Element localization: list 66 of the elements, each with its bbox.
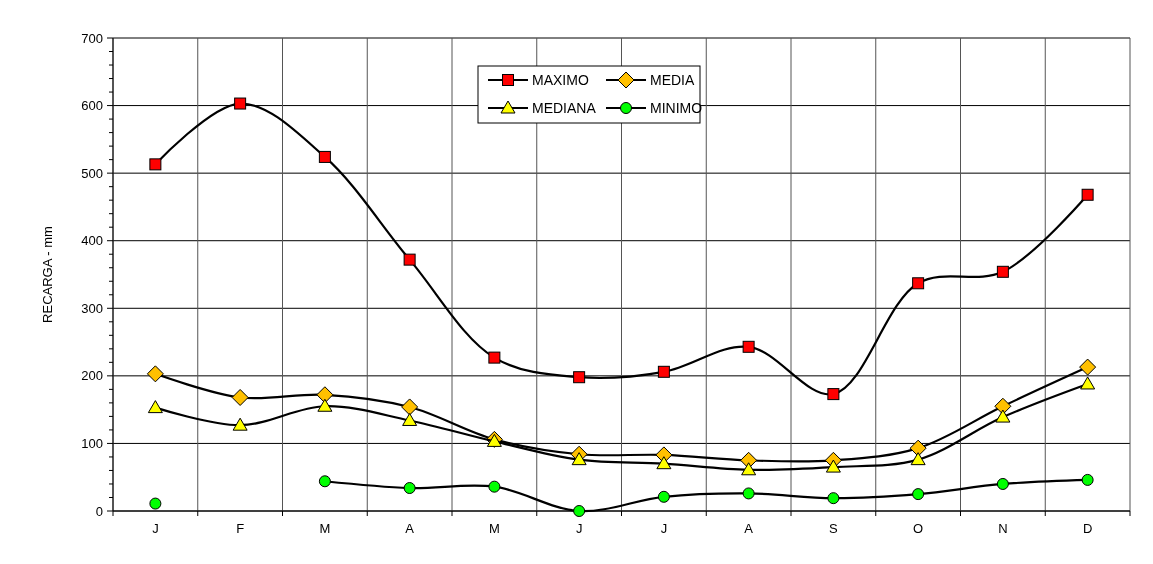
point [316,386,334,404]
point [149,158,162,171]
point [994,397,1012,415]
x-tick-label: F [236,521,245,536]
point [317,398,333,412]
point [825,459,841,473]
x-tick-label: J [152,521,159,536]
y-tick-label: 400 [81,233,103,249]
point [827,388,840,401]
x-tick-label: A [405,521,415,536]
point [401,398,419,416]
x-tick-label: A [744,521,754,536]
point [1080,376,1096,390]
point [571,452,587,466]
point [488,480,501,493]
x-tick-label: M [319,521,331,536]
point [573,505,586,517]
point [910,452,926,466]
point [1081,473,1094,486]
x-tick-label: N [998,521,1008,536]
point [742,340,755,353]
point [147,400,163,414]
y-tick-label: 700 [81,30,103,46]
point [827,492,840,505]
point [318,475,331,488]
point [234,97,247,110]
point [488,351,501,364]
point [573,371,586,384]
point [318,150,331,163]
legend-label: MEDIA [650,71,695,88]
point [231,388,249,406]
point [402,412,418,426]
y-tick-label: 500 [81,165,103,181]
point [403,482,416,495]
point [909,439,927,457]
point [996,477,1009,490]
legend-label: MINIMO [650,99,703,116]
point [996,265,1009,278]
point [232,417,248,431]
point [657,365,670,378]
point [657,490,670,503]
x-tick-label: O [913,521,924,536]
point [403,253,416,266]
legend-label: MAXIMO [532,71,589,88]
point [149,497,162,510]
y-tick-label: 100 [81,435,103,451]
x-tick-label: S [829,521,839,536]
point [912,277,925,290]
x-tick-label: D [1082,521,1093,536]
y-tick-label: 200 [81,368,103,384]
point [1079,358,1097,376]
x-tick-label: M [488,521,500,536]
point [656,456,672,470]
point [1081,188,1094,201]
y-axis-title: RECARGA - mm [40,226,55,323]
y-tick-label: 600 [81,98,103,114]
y-tick-label: 300 [81,300,103,316]
x-tick-label: J [660,521,668,536]
point [995,409,1011,423]
legend-label: MEDIANA [532,99,597,116]
point [741,462,757,476]
point [146,365,164,383]
point [912,488,925,501]
y-tick-label: 0 [95,503,103,519]
point [742,487,755,500]
x-tick-label: J [575,521,583,536]
